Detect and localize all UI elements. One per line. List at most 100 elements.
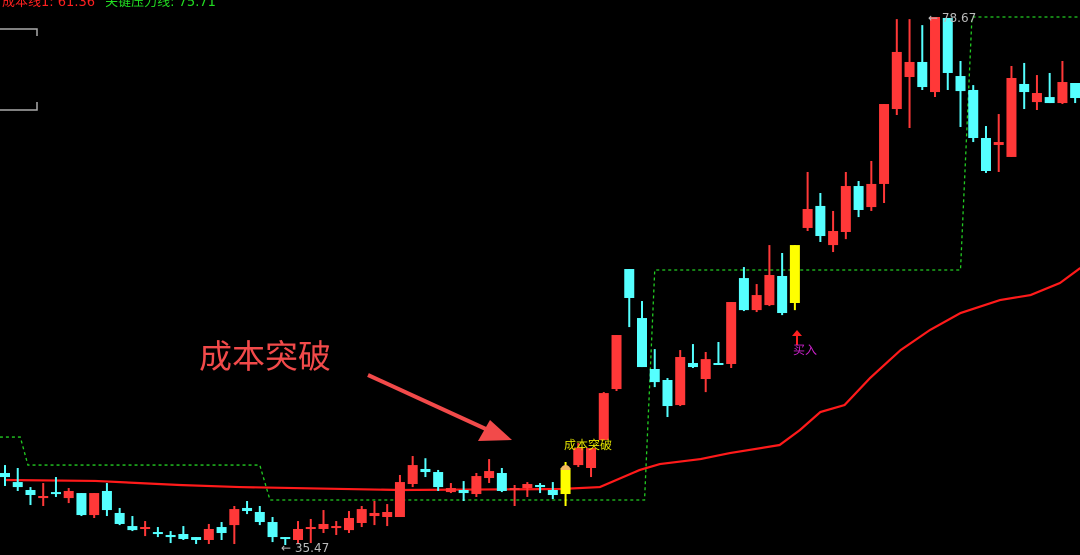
candle-body xyxy=(445,488,456,493)
candle-body xyxy=(930,17,941,93)
candle xyxy=(866,160,877,211)
candle xyxy=(968,85,979,143)
candle-body xyxy=(662,380,673,407)
candle-body xyxy=(891,51,902,110)
candle-body xyxy=(140,527,151,530)
candle xyxy=(853,181,864,218)
candle xyxy=(649,349,660,388)
candle xyxy=(879,104,890,204)
candle xyxy=(114,507,125,526)
candle xyxy=(0,465,10,486)
candle xyxy=(382,504,393,527)
candle xyxy=(25,487,36,506)
candle xyxy=(191,537,202,545)
candle xyxy=(713,341,724,366)
candle-body xyxy=(127,526,138,531)
candle xyxy=(1006,66,1017,157)
candle xyxy=(904,19,915,128)
candle xyxy=(38,483,49,507)
candle-body xyxy=(509,488,520,491)
candle xyxy=(356,506,367,528)
candle xyxy=(624,269,635,328)
candle xyxy=(331,521,342,535)
candle xyxy=(254,506,265,526)
candle xyxy=(63,488,74,504)
candle-body xyxy=(586,448,597,468)
candle-body xyxy=(917,61,928,88)
candle-body xyxy=(1031,93,1042,103)
candle-body xyxy=(649,369,660,383)
candle-body xyxy=(458,490,469,494)
candle-body xyxy=(152,532,163,535)
candle-body xyxy=(305,527,316,530)
candle xyxy=(522,482,533,497)
candle-body xyxy=(547,490,558,496)
candle-body xyxy=(828,231,839,246)
candle xyxy=(738,267,749,312)
candle-body xyxy=(280,537,291,540)
candle-body xyxy=(738,278,749,311)
high-price-value: 78.67 xyxy=(941,11,977,25)
cost-line-readout: 成本线1: 61.36 关键压力线: 75.71 xyxy=(2,0,216,10)
candle-body xyxy=(802,209,813,228)
candle-body xyxy=(879,104,890,184)
candle-body xyxy=(76,493,87,516)
arrow-left-icon: ← xyxy=(928,11,942,25)
candle xyxy=(980,126,991,173)
candle-body xyxy=(382,512,393,518)
candle xyxy=(586,448,597,478)
candle-body xyxy=(191,537,202,540)
candle xyxy=(433,469,444,491)
candle-body xyxy=(50,492,61,495)
candle-body xyxy=(331,526,342,529)
candle xyxy=(802,171,813,232)
candle-body xyxy=(853,186,864,210)
candle xyxy=(12,468,23,491)
candle xyxy=(840,171,851,240)
candle-body xyxy=(63,490,74,499)
candle-body xyxy=(866,183,877,208)
signal-arrow-icon xyxy=(560,465,571,471)
candle xyxy=(343,511,354,534)
candle xyxy=(407,456,418,488)
candle-body xyxy=(203,528,214,540)
candle xyxy=(305,518,316,544)
candle-body xyxy=(267,522,278,538)
candle-body xyxy=(165,534,176,538)
candle-body xyxy=(484,471,495,479)
candle-body xyxy=(980,138,991,171)
candle xyxy=(675,350,686,407)
candle-body xyxy=(114,512,125,524)
candle xyxy=(280,537,291,545)
candle xyxy=(496,468,507,493)
high-price-label: ← 78.67 xyxy=(928,11,976,25)
candle-body xyxy=(1070,83,1080,99)
signal-candle xyxy=(789,245,800,311)
candle-body xyxy=(637,318,647,368)
candle-body xyxy=(764,275,775,306)
buy-arrow-head-icon xyxy=(792,330,802,336)
candle-body xyxy=(420,468,431,473)
candle-body xyxy=(904,61,915,78)
candle xyxy=(598,392,609,441)
candle-body xyxy=(394,482,405,518)
candle-body xyxy=(254,512,265,523)
candle xyxy=(1019,62,1030,110)
candle xyxy=(267,517,278,543)
candle-body xyxy=(433,472,444,488)
candle xyxy=(751,284,762,313)
candle xyxy=(140,521,151,537)
candle-body xyxy=(993,142,1004,145)
candle-body xyxy=(751,295,762,311)
candle xyxy=(764,245,775,307)
candle xyxy=(777,253,788,316)
candle-body xyxy=(942,17,953,73)
candle-body xyxy=(178,534,189,540)
candle xyxy=(471,473,482,497)
candle xyxy=(1070,83,1080,104)
candle-body xyxy=(535,484,546,488)
candle xyxy=(828,210,839,253)
cost-line xyxy=(4,266,1080,492)
